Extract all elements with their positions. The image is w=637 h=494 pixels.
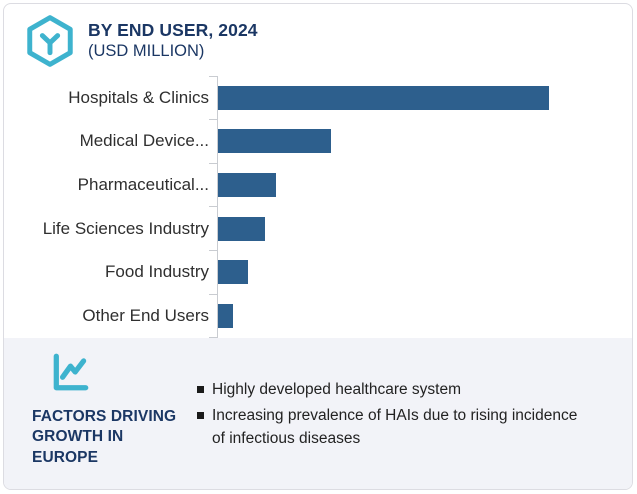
chart-row: Other End Users bbox=[4, 293, 632, 338]
bar bbox=[218, 304, 234, 329]
trend-chart-icon bbox=[53, 353, 89, 391]
category-label: Food Industry bbox=[105, 262, 209, 282]
chart-title: BY END USER, 2024 bbox=[88, 20, 258, 40]
chart-row: Medical Device... bbox=[4, 119, 632, 164]
bar bbox=[218, 173, 276, 198]
title-block: BY END USER, 2024 (USD MILLION) bbox=[88, 20, 258, 62]
chart-row: Food Industry bbox=[4, 250, 632, 295]
factors-title: FACTORS DRIVING GROWTH IN EUROPE bbox=[32, 408, 177, 466]
plot-area bbox=[209, 206, 632, 251]
bar bbox=[218, 129, 331, 154]
bar bbox=[218, 216, 266, 241]
factors-left-block: FACTORS DRIVING GROWTH IN EUROPE bbox=[32, 352, 192, 468]
plot-area bbox=[209, 119, 632, 164]
plot-area bbox=[209, 75, 632, 120]
chart-header: BY END USER, 2024 (USD MILLION) bbox=[22, 14, 258, 68]
bar bbox=[218, 85, 550, 110]
factor-item: Increasing prevalence of HAIs due to ris… bbox=[197, 404, 587, 450]
plot-area bbox=[209, 162, 632, 207]
factors-list: Highly developed healthcare system Increa… bbox=[197, 378, 587, 453]
chart-subtitle: (USD MILLION) bbox=[88, 42, 205, 60]
bar-chart: Hospitals & Clinics Medical Device... Phar… bbox=[4, 75, 632, 338]
chart-row: Pharmaceutical... bbox=[4, 162, 632, 207]
plot-area bbox=[209, 250, 632, 295]
category-label: Other End Users bbox=[82, 306, 209, 326]
chart-row: Hospitals & Clinics bbox=[4, 75, 632, 120]
factors-panel: FACTORS DRIVING GROWTH IN EUROPE Highly … bbox=[4, 338, 632, 489]
category-label: Hospitals & Clinics bbox=[68, 87, 209, 107]
category-label: Life Sciences Industry bbox=[42, 218, 209, 238]
factor-item: Highly developed healthcare system bbox=[197, 378, 587, 401]
category-label: Pharmaceutical... bbox=[77, 175, 209, 195]
chart-row: Life Sciences Industry bbox=[4, 206, 632, 251]
category-label: Medical Device... bbox=[79, 131, 209, 151]
bar bbox=[218, 260, 249, 285]
chart-card: BY END USER, 2024 (USD MILLION) Hospital… bbox=[3, 3, 633, 490]
plot-area bbox=[209, 293, 632, 338]
hexagon-cube-icon bbox=[27, 15, 73, 67]
